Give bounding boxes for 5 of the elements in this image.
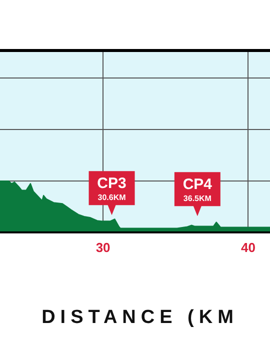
x-tick-label: 30 — [96, 240, 110, 255]
annotation: CP3 30.6KM — [97, 175, 126, 202]
x-axis-title: DISTANCE (KM — [42, 307, 238, 328]
annotation: CP4 36.5KM — [182, 176, 213, 204]
x-tick-label: 40 — [240, 240, 256, 255]
